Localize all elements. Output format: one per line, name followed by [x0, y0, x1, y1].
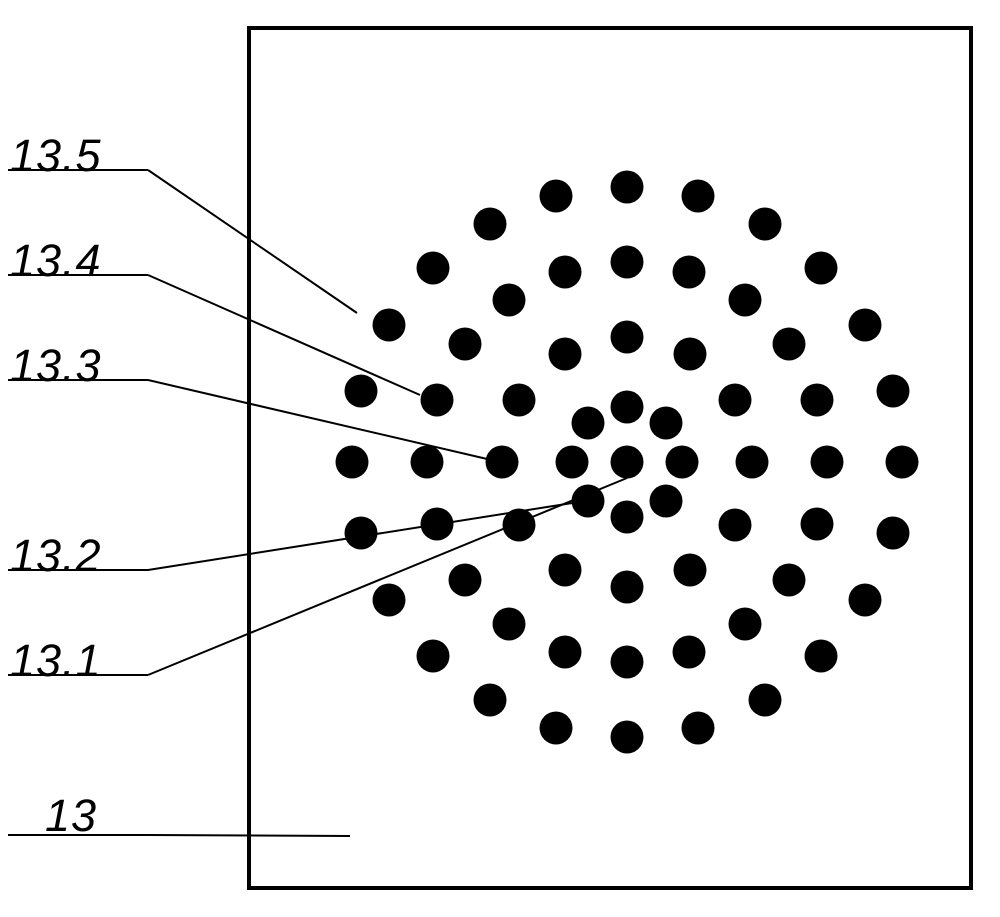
dot-r4 [345, 374, 378, 407]
dot-r4 [876, 374, 909, 407]
dot-r2 [611, 571, 644, 604]
dot-r2 [548, 337, 581, 370]
label-c13: 13 [45, 790, 97, 842]
dot-r3 [420, 384, 453, 417]
dot-r2 [502, 383, 535, 416]
dot-r3 [672, 636, 705, 669]
dot-r1 [649, 407, 682, 440]
dot-r4 [748, 207, 781, 240]
dot-r4 [473, 207, 506, 240]
dot-r3 [493, 607, 526, 640]
dot-r4 [336, 446, 369, 479]
dot-r4 [539, 180, 572, 213]
dot-r2 [673, 337, 706, 370]
dot-r1 [649, 484, 682, 517]
dot-r4 [682, 711, 715, 744]
dot-r3 [728, 607, 761, 640]
label-c135: 13.5 [10, 130, 102, 182]
dot-r1 [666, 446, 699, 479]
dot-r4 [876, 517, 909, 550]
dot-r2 [736, 446, 769, 479]
dot-r1 [556, 446, 589, 479]
dot-r3 [811, 446, 844, 479]
label-c134: 13.4 [10, 235, 102, 287]
dot-r3 [611, 246, 644, 279]
dot-r2 [548, 554, 581, 587]
dot-r4 [611, 721, 644, 754]
dot-r2 [673, 554, 706, 587]
dot-r4 [849, 308, 882, 341]
dot-r3 [772, 328, 805, 361]
dot-r3 [493, 284, 526, 317]
dot-r3 [420, 507, 453, 540]
dot-r2 [719, 508, 752, 541]
dot-r3 [728, 284, 761, 317]
label-c132: 13.2 [10, 530, 102, 582]
dot-r4 [539, 711, 572, 744]
dot-r4 [849, 583, 882, 616]
dot-r1 [572, 407, 605, 440]
dot-r2 [719, 383, 752, 416]
dot-r4 [473, 684, 506, 717]
dot-r3 [801, 507, 834, 540]
dot-r3 [611, 646, 644, 679]
dot-r4 [372, 583, 405, 616]
dot-r4 [805, 640, 838, 673]
dot-r3 [449, 563, 482, 596]
dot-r3 [411, 446, 444, 479]
dot-r4 [372, 308, 405, 341]
dot-r2 [502, 508, 535, 541]
dot-r3 [449, 328, 482, 361]
label-c133: 13.3 [10, 340, 102, 392]
dot-r3 [801, 384, 834, 417]
dot-r4 [805, 251, 838, 284]
dot-r4 [886, 446, 919, 479]
dot-r3 [549, 255, 582, 288]
dot-r3 [672, 255, 705, 288]
dot-r1 [572, 484, 605, 517]
dot-r4 [416, 251, 449, 284]
dot-r4 [416, 640, 449, 673]
dot-r3 [549, 636, 582, 669]
dot-r2 [486, 446, 519, 479]
diagram-stage: 13.5 13.4 13.3 13.2 13.1 13 [0, 0, 1000, 917]
dot-r4 [611, 171, 644, 204]
dot-r4 [748, 684, 781, 717]
dot-center [611, 446, 644, 479]
dot-r1 [611, 391, 644, 424]
dot-r1 [611, 501, 644, 534]
dot-r4 [345, 517, 378, 550]
dot-r4 [682, 180, 715, 213]
dot-r2 [611, 321, 644, 354]
label-c131: 13.1 [10, 635, 102, 687]
dot-r3 [772, 563, 805, 596]
